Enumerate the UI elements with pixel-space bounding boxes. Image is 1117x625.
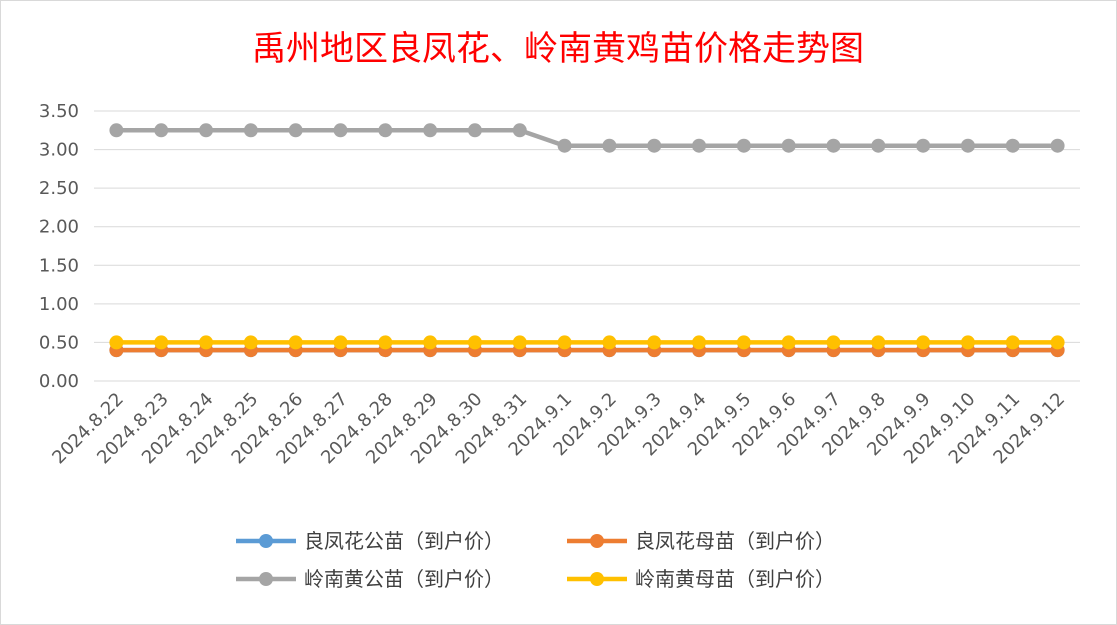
legend-item: 良凤花公苗（到户价） xyxy=(236,529,504,553)
data-point xyxy=(199,335,214,350)
data-point xyxy=(736,138,751,153)
data-point xyxy=(916,335,931,350)
y-tick-label: 1.00 xyxy=(39,294,79,315)
series-4 xyxy=(109,335,1065,350)
data-point xyxy=(288,123,303,138)
y-axis-ticks: 0.00 0.50 1.00 1.50 2.00 2.50 3.00 3.50 xyxy=(39,101,79,392)
data-point xyxy=(288,335,303,350)
series-group xyxy=(109,123,1065,358)
data-point xyxy=(960,335,975,350)
y-tick-label: 3.50 xyxy=(39,101,79,122)
data-point xyxy=(960,138,975,153)
legend-item: 岭南黄公苗（到户价） xyxy=(236,567,504,591)
legend-marker xyxy=(590,572,604,586)
data-point xyxy=(871,138,886,153)
data-point xyxy=(1050,138,1065,153)
data-point xyxy=(1050,335,1065,350)
legend-marker xyxy=(259,572,273,586)
data-point xyxy=(467,123,482,138)
data-point xyxy=(154,123,169,138)
y-tick-label: 2.00 xyxy=(39,217,79,238)
data-point xyxy=(736,335,751,350)
chart-title: 禹州地区良凤花、岭南黄鸡苗价格走势图 xyxy=(252,29,864,69)
y-tick-label: 0.00 xyxy=(39,371,79,392)
data-point xyxy=(602,138,617,153)
legend-item: 岭南黄母苗（到户价） xyxy=(567,567,835,591)
data-point xyxy=(916,138,931,153)
data-point xyxy=(692,138,707,153)
data-point xyxy=(826,138,841,153)
y-tick-label: 2.50 xyxy=(39,178,79,199)
legend-label: 岭南黄公苗（到户价） xyxy=(304,567,504,591)
data-point xyxy=(512,123,527,138)
data-point xyxy=(1005,335,1020,350)
data-point xyxy=(647,138,662,153)
y-tick-label: 1.50 xyxy=(39,255,79,276)
data-point xyxy=(423,123,438,138)
data-point xyxy=(423,335,438,350)
data-point xyxy=(199,123,214,138)
data-point xyxy=(692,335,707,350)
legend-label: 良凤花母苗（到户价） xyxy=(635,529,835,553)
data-point xyxy=(154,335,169,350)
data-point xyxy=(333,123,348,138)
data-point xyxy=(243,123,258,138)
data-point xyxy=(602,335,617,350)
data-point xyxy=(781,138,796,153)
data-point xyxy=(557,335,572,350)
legend-label: 良凤花公苗（到户价） xyxy=(304,529,504,553)
legend-item: 良凤花母苗（到户价） xyxy=(567,529,835,553)
data-point xyxy=(1005,138,1020,153)
legend-label: 岭南黄母苗（到户价） xyxy=(635,567,835,591)
data-point xyxy=(333,335,348,350)
data-point xyxy=(378,335,393,350)
data-point xyxy=(826,335,841,350)
data-point xyxy=(781,335,796,350)
data-point xyxy=(647,335,662,350)
data-point xyxy=(243,335,258,350)
data-point xyxy=(557,138,572,153)
series-line xyxy=(116,128,1058,148)
data-point xyxy=(109,335,124,350)
legend: 良凤花公苗（到户价） 良凤花母苗（到户价） 岭南黄公苗（到户价） 岭南黄母苗（到户价） xyxy=(236,529,835,591)
y-tick-label: 0.50 xyxy=(39,332,79,353)
y-tick-label: 3.00 xyxy=(39,140,79,161)
data-point xyxy=(378,123,393,138)
data-point xyxy=(467,335,482,350)
legend-marker xyxy=(259,534,273,548)
data-point xyxy=(512,335,527,350)
data-point xyxy=(109,123,124,138)
series-3 xyxy=(109,123,1065,153)
legend-marker xyxy=(590,534,604,548)
data-point xyxy=(871,335,886,350)
